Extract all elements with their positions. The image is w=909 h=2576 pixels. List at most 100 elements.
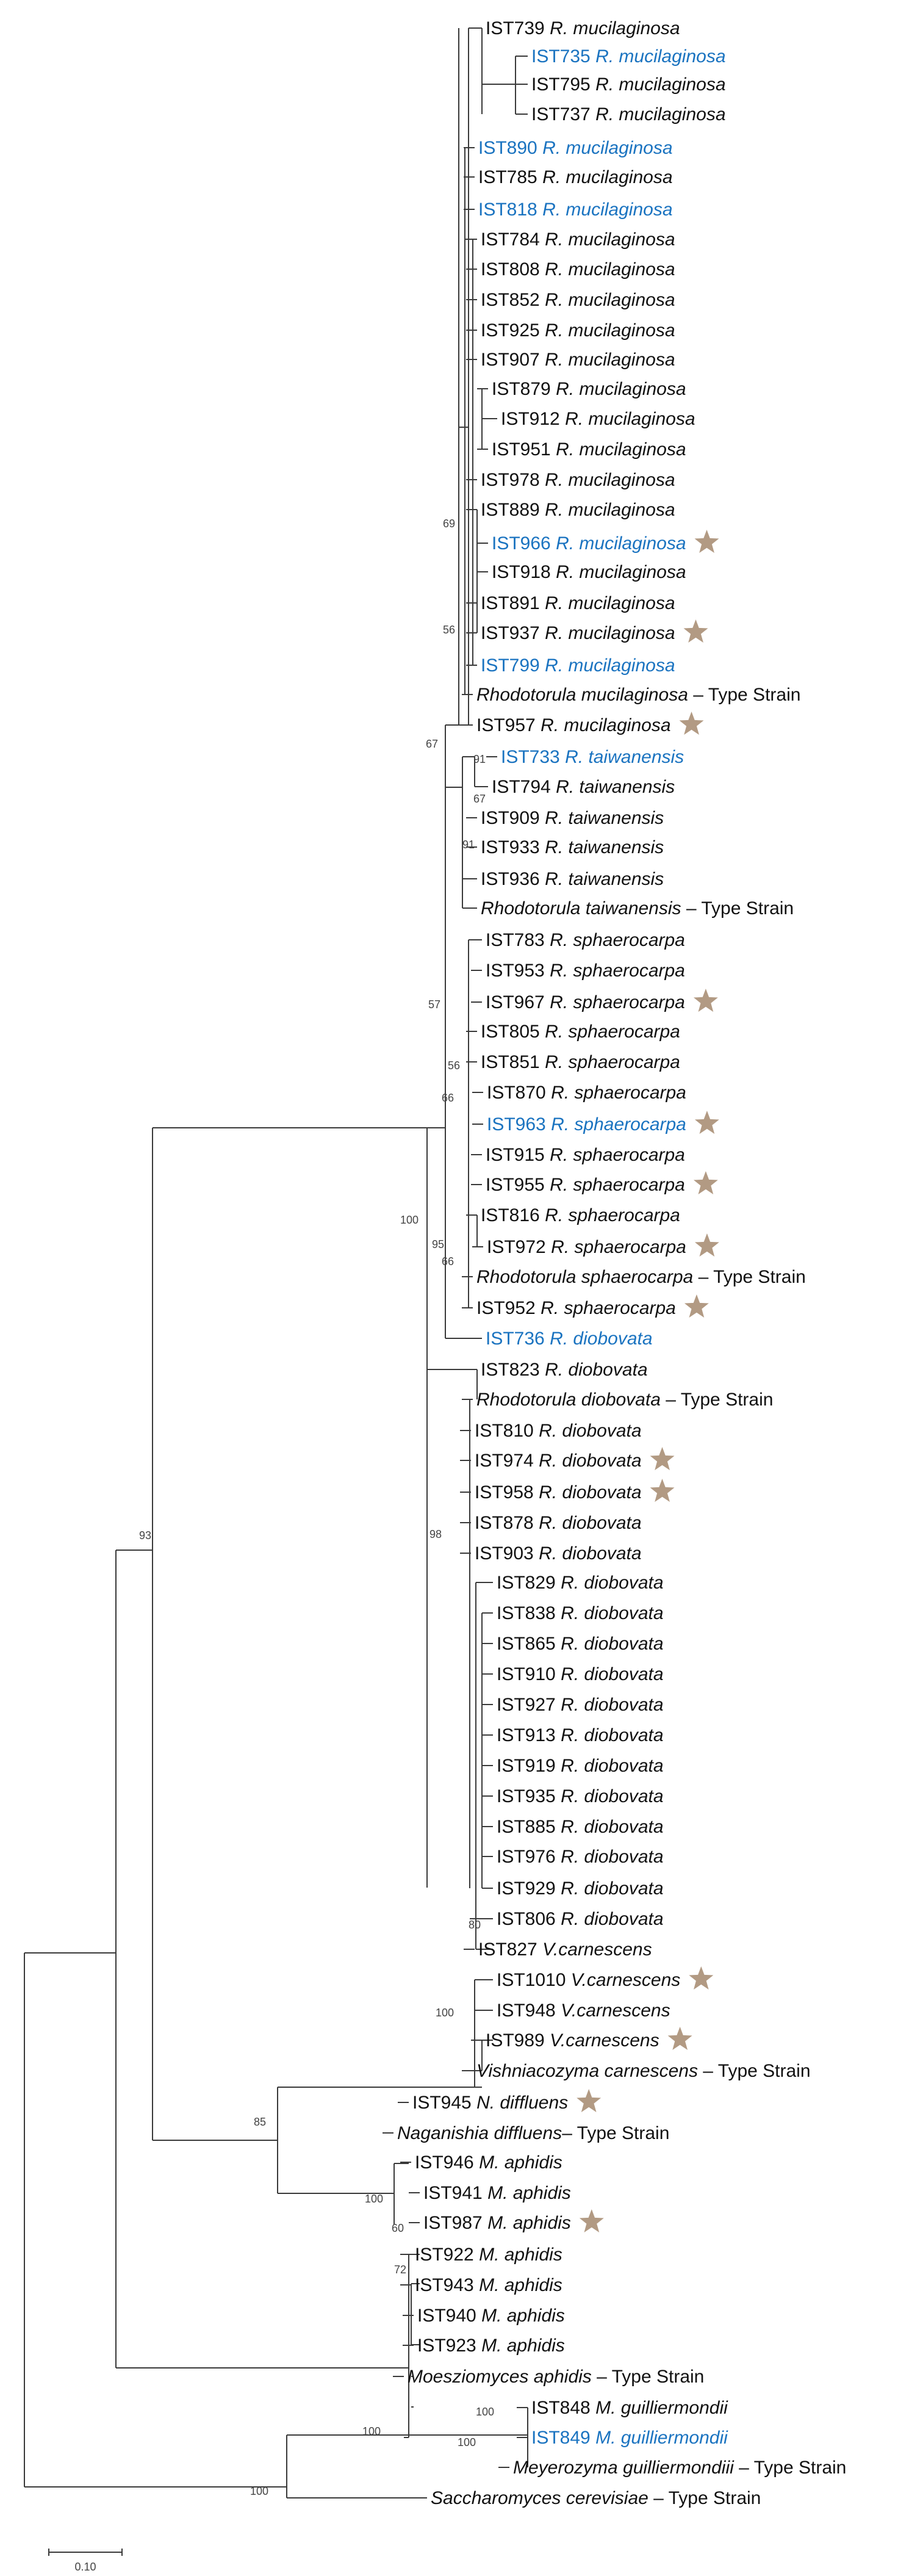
species-name: R. mucilaginosa [542,138,672,158]
species-name: R. diobovata [561,1634,663,1654]
taxon-label: IST919 R. diobovata [497,1756,664,1776]
strain-code: IST851 [481,1052,540,1072]
taxon-label: IST989 V.carnescens [486,2030,659,2051]
taxon-label: IST818 R. mucilaginosa [478,200,673,220]
taxon-label: Saccharomyces cerevisiae – Type Strain [431,2488,761,2508]
species-name: R. sphaerocarpa [550,930,685,950]
strain-code: IST974 [475,1451,534,1471]
strain-code: IST1010 [497,1970,566,1990]
taxon-label: IST918 R. mucilaginosa [492,562,686,582]
taxon-label: IST953 R. sphaerocarpa [486,961,685,981]
bootstrap-value: 100 [476,2406,494,2418]
taxon-label: IST941 M. aphidis [423,2183,571,2203]
taxon-label: Vishniacozyma carnescens – Type Strain [476,2061,811,2081]
species-name: Moesziomyces aphidis [408,2367,592,2387]
taxon-label: IST972 R. sphaerocarpa [487,1237,686,1257]
strain-code: IST951 [492,439,551,460]
taxon-label: IST794 R. taiwanensis [492,777,675,797]
taxon-label: IST879 R. mucilaginosa [492,379,686,399]
species-name: R. sphaerocarpa [545,1022,680,1042]
bootstrap-value: 100 [362,2425,381,2437]
bootstrap-value: 67 [473,793,486,805]
species-name: M. aphidis [479,2245,562,2265]
species-name: Rhodotorula taiwanensis [481,898,681,918]
taxon-label: IST948 V.carnescens [497,2001,670,2021]
taxon-label: IST736 R. diobovata [486,1329,653,1349]
strain-code: IST910 [497,1664,556,1684]
taxon-label: IST946 M. aphidis [415,2152,562,2173]
species-name: R. mucilaginosa [542,200,672,220]
strain-code: IST957 [476,715,536,735]
bootstrap-value: 67 [426,738,438,750]
species-name: R. diobovata [545,1360,647,1380]
strain-code: IST737 [531,104,591,124]
strain-code: IST885 [497,1817,556,1837]
species-name: R. sphaerocarpa [550,1175,685,1195]
star-icon [689,1966,714,1990]
star-icon [694,1111,719,1134]
taxon-label: IST806 R. diobovata [497,1909,664,1929]
species-name: R. mucilaginosa [545,229,675,250]
bootstrap-value: 66 [442,1255,454,1268]
type-strain-suffix: – Type Strain [649,2488,761,2508]
strain-code: IST912 [501,409,560,429]
star-icon [694,530,719,553]
taxon-label: IST889 R. mucilaginosa [481,500,675,520]
strain-code: IST989 [486,2030,545,2051]
species-name: R. mucilaginosa [556,439,686,460]
species-name: R. taiwanensis [565,747,684,767]
species-name: R. diobovata [539,1543,641,1564]
taxon-label: IST937 R. mucilaginosa [481,623,675,643]
bootstrap-value: 91 [473,753,486,765]
strain-code: IST795 [531,74,591,95]
taxon-label: IST808 R. mucilaginosa [481,259,675,280]
taxon-label: IST783 R. sphaerocarpa [486,930,685,950]
species-name: R. sphaerocarpa [551,1114,686,1135]
scale-bar-label: 0.10 [74,2561,96,2573]
strain-code: IST818 [478,200,537,220]
taxon-label: IST739 R. mucilaginosa [486,18,680,38]
strain-code: IST848 [531,2398,591,2418]
taxon-label: IST940 M. aphidis [417,2306,565,2326]
taxon-label: IST785 R. mucilaginosa [478,167,673,187]
taxon-label: IST827 V.carnescens [478,1939,652,1960]
strain-code: IST963 [487,1114,546,1135]
taxon-label: IST851 R. sphaerocarpa [481,1052,680,1072]
taxon-label: IST795 R. mucilaginosa [531,74,726,95]
taxon-label: IST922 M. aphidis [415,2245,562,2265]
species-name: R. diobovata [561,1786,663,1806]
strain-code: IST849 [531,2428,591,2448]
strain-code: IST946 [415,2152,474,2173]
strain-code: IST806 [497,1909,556,1929]
taxon-label: IST878 R. diobovata [475,1513,642,1533]
star-icon [650,1479,675,1502]
strain-code: IST948 [497,2001,556,2021]
species-name: M. aphidis [481,2306,565,2326]
taxon-label: IST925 R. mucilaginosa [481,320,675,341]
strain-code: IST907 [481,350,540,370]
species-name: M. aphidis [487,2183,571,2203]
bootstrap-value: 100 [458,2436,476,2448]
taxon-label: IST885 R. diobovata [497,1817,664,1837]
species-name: R. diobovata [550,1329,652,1349]
strain-code: IST823 [481,1360,540,1380]
species-name: R. sphaerocarpa [550,961,685,981]
scale-bar: 0.10 [48,2549,123,2573]
strain-code: IST878 [475,1513,534,1533]
strain-code: IST816 [481,1205,540,1225]
bootstrap-value: 56 [448,1059,460,1072]
species-name: M. aphidis [487,2213,571,2233]
species-name: R. diobovata [561,1878,663,1899]
strain-code: IST736 [486,1329,545,1349]
species-name: R. taiwanensis [545,869,664,889]
species-name: R. taiwanensis [545,808,664,828]
taxon-label: IST966 R. mucilaginosa [492,533,686,554]
strain-code: IST922 [415,2245,474,2265]
species-name: R. mucilaginosa [545,470,675,490]
species-name: N. diffluens [476,2093,568,2113]
strain-code: IST889 [481,500,540,520]
species-name: R. taiwanensis [545,837,664,857]
species-name: R. sphaerocarpa [545,1052,680,1072]
species-name: R. mucilaginosa [545,350,675,370]
strain-code: IST966 [492,533,551,554]
